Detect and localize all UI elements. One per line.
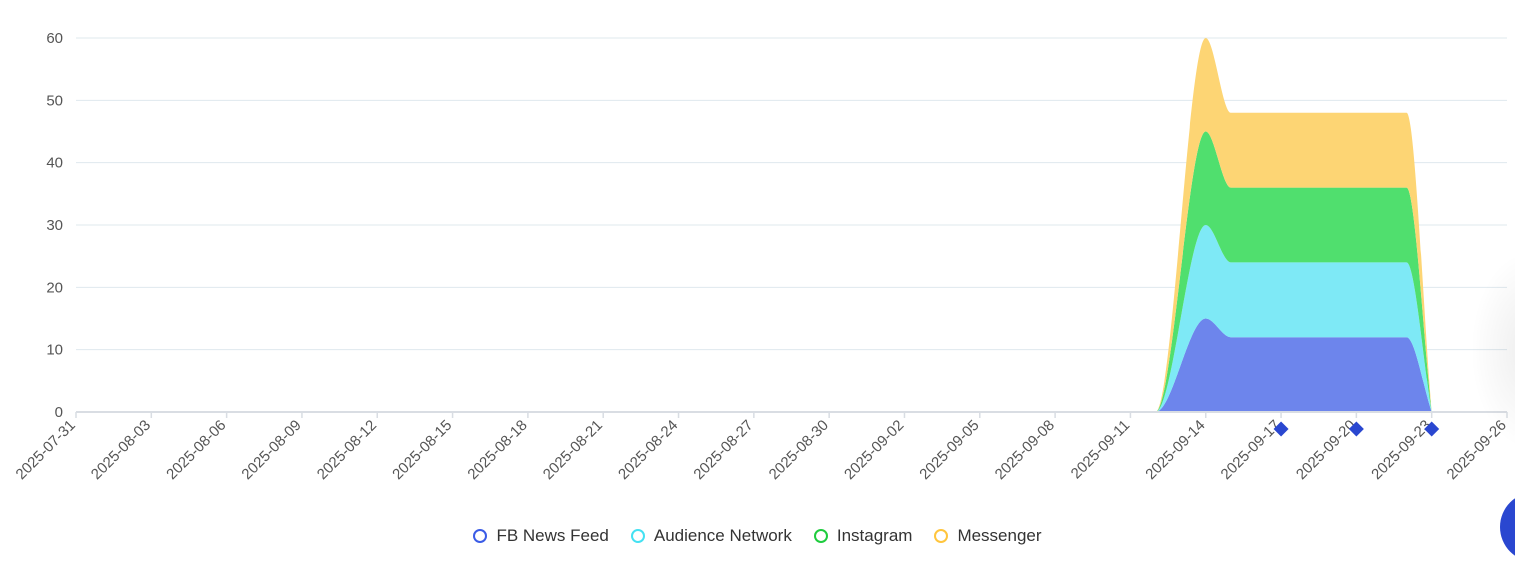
x-tick-label: 2025-08-06: [163, 417, 229, 483]
x-tick-label: 2025-09-02: [841, 417, 907, 483]
x-tick-label: 2025-08-27: [690, 417, 756, 483]
y-tick-label: 10: [46, 342, 63, 359]
area-messenger: [1130, 38, 1432, 412]
x-tick-label: 2025-09-05: [916, 417, 982, 483]
legend-label: Messenger: [957, 526, 1042, 545]
x-tick-label: 2025-09-20: [1293, 417, 1359, 483]
diamond-marker: [1273, 421, 1289, 437]
legend-item-messenger[interactable]: Messenger: [934, 526, 1042, 546]
area-fb-news-feed: [1130, 318, 1432, 412]
x-tick-label: 2025-08-21: [540, 417, 606, 483]
x-tick-label: 2025-09-11: [1068, 417, 1133, 482]
diamond-marker: [1348, 421, 1364, 437]
y-tick-label: 50: [46, 92, 63, 109]
x-tick-label: 2025-09-14: [1142, 417, 1208, 483]
y-axis: 0 10 20 30 40 50 60: [46, 30, 63, 421]
legend-item-fb-news-feed[interactable]: FB News Feed: [473, 526, 609, 546]
x-tick-label: 2025-09-17: [1218, 417, 1284, 483]
event-markers: [1273, 421, 1440, 437]
circle-icon: [813, 529, 828, 543]
x-tick-label: 2025-08-24: [615, 417, 681, 483]
legend-label: Instagram: [836, 526, 913, 545]
area-instagram: [1130, 131, 1432, 412]
diamond-marker: [1424, 421, 1440, 437]
circle-icon: [934, 529, 949, 543]
y-tick-label: 20: [46, 279, 63, 296]
x-tick-label: 2025-08-12: [314, 417, 380, 483]
x-tick-label: 2025-09-08: [992, 417, 1058, 483]
legend-label: FB News Feed: [496, 526, 609, 545]
x-axis: 2025-07-31 2025-08-03 2025-08-06 2025-08-09…: [13, 411, 1510, 483]
y-tick-label: 40: [46, 155, 63, 172]
x-tick-label: 2025-08-03: [88, 417, 154, 483]
x-tick-label: 2025-07-31: [13, 417, 79, 483]
circle-icon: [473, 529, 488, 543]
x-tick-label: 2025-08-09: [238, 417, 304, 483]
legend-label: Audience Network: [653, 526, 792, 545]
x-tick-label: 2025-09-23: [1368, 417, 1434, 483]
legend-item-audience-network[interactable]: Audience Network: [630, 526, 792, 546]
legend-item-instagram[interactable]: Instagram: [813, 526, 913, 546]
legend: FB News Feed Audience Network Instagram …: [0, 524, 1515, 548]
y-tick-label: 60: [46, 30, 63, 47]
circle-icon: [630, 529, 645, 543]
x-tick-label: 2025-08-30: [766, 417, 832, 483]
x-tick-label: 2025-08-15: [389, 417, 455, 483]
area-audience-network: [1130, 225, 1432, 412]
series-areas: [1130, 38, 1432, 412]
panel-shadow: [1470, 250, 1515, 450]
y-tick-label: 30: [46, 217, 63, 234]
y-tick-label: 0: [55, 404, 63, 421]
x-tick-label: 2025-08-18: [464, 417, 530, 483]
floating-action-button[interactable]: [1500, 492, 1515, 562]
